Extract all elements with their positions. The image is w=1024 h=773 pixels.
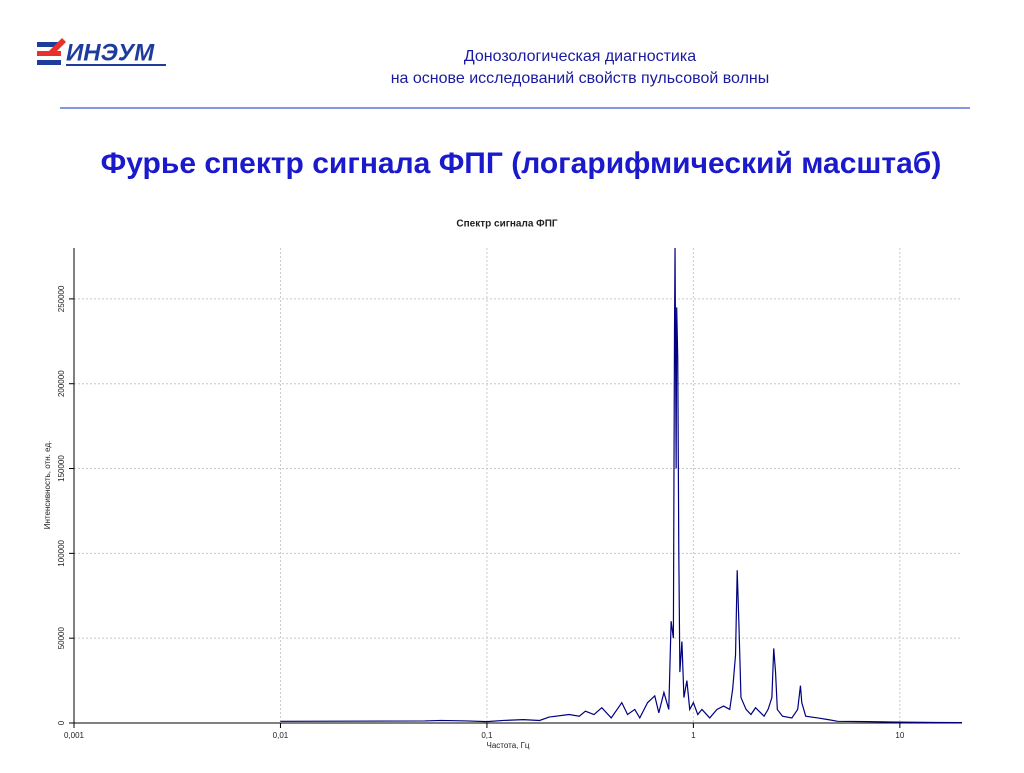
header-line: Донозологическая диагностика [464, 48, 696, 65]
spectrum-line [280, 247, 963, 724]
y-tick-label: 50000 [57, 627, 66, 650]
x-tick-label: 1 [691, 731, 696, 740]
x-tick-label: 0,1 [481, 731, 493, 740]
x-tick-label: 10 [895, 731, 904, 740]
x-tick-label: 0,01 [273, 731, 289, 740]
y-axis-label: Интенсивность, отн. ед. [43, 441, 52, 529]
logo-text: ИНЭУМ [66, 39, 155, 66]
header-line: на основе исследований свойств пульсовой… [391, 70, 770, 87]
chart-title: Спектр сигнала ФПГ [456, 219, 558, 230]
y-tick-label: 150000 [57, 455, 66, 482]
x-tick-label: 0,001 [64, 731, 85, 740]
slide-heading: Фурье спектр сигнала ФПГ (логарифмически… [101, 147, 942, 180]
y-tick-label: 200000 [57, 370, 66, 397]
logo-underline [66, 64, 166, 66]
logo-icon [37, 38, 66, 65]
y-tick-label: 250000 [57, 285, 66, 312]
x-axis-label: Частота, Гц [486, 741, 529, 750]
y-tick-label: 0 [57, 720, 66, 725]
y-tick-label: 100000 [57, 539, 66, 566]
